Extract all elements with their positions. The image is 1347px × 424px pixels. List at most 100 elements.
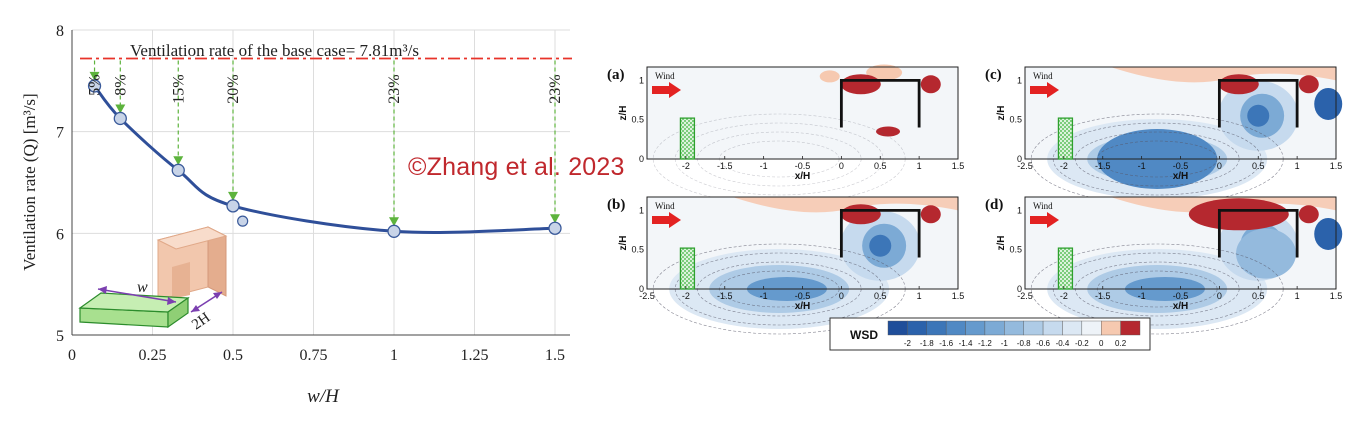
colorbar-tick-label: -2 (904, 339, 912, 348)
colorbar-swatch (1004, 320, 1024, 336)
panel-background (647, 67, 958, 159)
y-tick-label: 1 (639, 205, 644, 215)
panel-frame (646, 196, 959, 290)
y-tick-label: 1 (1017, 205, 1022, 215)
panel-frame (1024, 66, 1337, 160)
percentage-label: 23% (386, 74, 403, 103)
wind-label: Wind (1033, 201, 1053, 211)
positive-wsd-band (732, 197, 958, 213)
y-tick-label: 0.5 (631, 115, 644, 125)
panel-background (1025, 67, 1336, 159)
colorbar-swatch (1081, 320, 1102, 336)
panel-label-a: (a) (607, 67, 625, 83)
colorbar-swatch (1023, 320, 1044, 336)
wsd-region (862, 223, 907, 268)
contour-panel-c: Wind -2.5 -2 -1.5 -1 -0.5 0 0.5 1 1.5 x/H 0 0.5 1 z/H (… (985, 66, 1343, 205)
contour-line (1096, 140, 1218, 178)
x-tick-label: -2 (1060, 161, 1068, 171)
x-tick-label: -2.5 (1017, 161, 1033, 171)
colorbar-tick-label: -0.8 (1017, 339, 1031, 348)
wsd-region (1124, 277, 1205, 301)
y-tick-label: 0.5 (1009, 115, 1022, 125)
building-outline (839, 78, 921, 128)
data-point (387, 224, 401, 238)
x-tick-label: -1 (760, 291, 768, 301)
barrier-outline (679, 247, 696, 290)
high-wsd-patch (1298, 75, 1319, 94)
colorbar-swatch (965, 320, 986, 336)
colorbar-swatch (887, 320, 908, 336)
x-tick-label: 1 (390, 347, 398, 364)
y-tick-label: 0.5 (631, 245, 644, 255)
x-tick-label: 1.5 (1330, 161, 1343, 171)
y-axis-label: z/H (996, 106, 1007, 121)
y-tick-label: 0 (1017, 154, 1022, 164)
y-tick-label: 6 (56, 226, 64, 243)
data-point (87, 79, 102, 93)
x-axis-label: w/H (307, 386, 340, 407)
building-outline (1217, 208, 1299, 258)
base-case-label: Ventilation rate of the base case= 7.81m… (130, 41, 419, 60)
x-axis-label: x/H (795, 301, 811, 312)
x-tick-label: -2 (1060, 291, 1068, 301)
x-axis-label: x/H (795, 171, 811, 182)
colorbar-swatch (1120, 320, 1141, 336)
x-tick-label: 0.25 (139, 347, 167, 364)
y-axis-label: z/H (996, 236, 1007, 251)
colorbar-tick-label: -1.2 (978, 339, 992, 348)
y-tick-label: 0.5 (1009, 245, 1022, 255)
y-axis-label: Ventilation rate (Q) [m³/s] (20, 93, 39, 270)
wsd-region (1097, 129, 1218, 189)
x-tick-label: -1.5 (717, 161, 733, 171)
data-point (113, 111, 127, 126)
x-tick-label: 0.5 (874, 161, 887, 171)
wsd-region (1240, 93, 1285, 138)
high-wsd-patch (920, 75, 941, 94)
data-point (171, 163, 185, 177)
y-tick-label: 0 (639, 284, 644, 294)
y-tick-label: 0 (1017, 284, 1022, 294)
wsd-colorbar: WSD -2 -1.8 -1.6 -1.4 -1.2 -1 -0.8 -0.6 -0.4 -0.2 0… (829, 317, 1151, 351)
wsd-region (1236, 228, 1297, 279)
contour-line (718, 140, 840, 178)
wsd-region (1124, 147, 1205, 171)
x-tick-label: 1 (1295, 161, 1300, 171)
wind-arrow-icon (1030, 212, 1059, 228)
x-tick-label: -1 (1138, 291, 1146, 301)
data-point (548, 221, 562, 235)
x-tick-label: 1 (917, 161, 922, 171)
high-wsd-patch (876, 126, 901, 137)
wsd-region (746, 277, 827, 301)
wsd-region (1247, 234, 1270, 257)
x-tick-label: -1.5 (1095, 291, 1111, 301)
percentage-arrow-head (173, 156, 184, 166)
low-wsd-patch (1314, 87, 1343, 120)
x-tick-label: -1.5 (717, 291, 733, 301)
wind-arrow-icon (652, 212, 681, 228)
high-wsd-patch (1188, 198, 1289, 231)
panel-label-d: (d) (985, 197, 1003, 213)
x-tick-label: 0 (1217, 161, 1222, 171)
contour-line (696, 261, 862, 317)
wsd-region (1047, 249, 1268, 329)
percentage-arrow-head (389, 217, 399, 227)
y-tick-label: 8 (56, 23, 64, 40)
colorbar-title: WSD (850, 328, 878, 342)
x-tick-label: 0 (1217, 291, 1222, 301)
ventilation-line-chart: Ventilation rate of the base case= 7.81m… (20, 23, 572, 407)
contour-line (1052, 122, 1262, 196)
colorbar-frame (829, 317, 1151, 351)
y-tick-label: 1 (1017, 75, 1022, 85)
wind-label: Wind (655, 71, 675, 81)
barrier-outline (1057, 247, 1074, 290)
x-tick-label: 0.75 (300, 347, 328, 364)
colorbar-swatch (1042, 320, 1063, 336)
percentage-label: 20% (225, 74, 242, 103)
copyright-watermark: ©Zhang et al. 2023 (408, 153, 625, 181)
contour-line (696, 131, 862, 187)
x-tick-label: -2 (682, 161, 690, 171)
colorbar-tick-label: -0.6 (1036, 339, 1050, 348)
colorbar-tick-label: 0.2 (1115, 339, 1127, 348)
high-wsd-patch (840, 74, 881, 95)
high-wsd-patch (840, 204, 881, 225)
